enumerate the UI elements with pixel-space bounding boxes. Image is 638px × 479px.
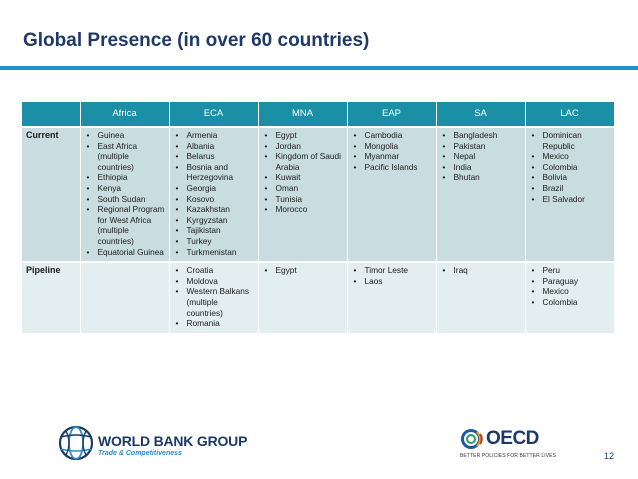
cell-lac: Dominican RepublicMexicoColombiaBoliviaB…	[525, 125, 615, 263]
col-header-lac: LAC	[525, 102, 615, 127]
title-divider	[0, 66, 638, 70]
country-list: CambodiaMongoliaMyanmarPacific Islands	[352, 130, 432, 172]
country-item: Ethiopia	[85, 172, 165, 183]
country-item: South Sudan	[85, 194, 165, 205]
country-item: Egypt	[263, 265, 343, 276]
oecd-logo: OECD BETTER POLICIES FOR BETTER LIVES	[460, 428, 570, 468]
country-list: Timor LesteLaos	[352, 265, 432, 286]
country-item: Equatorial Guinea	[85, 247, 165, 258]
country-item: Egypt	[263, 130, 343, 141]
country-list: ArmeniaAlbaniaBelarusBosnia and Herzegov…	[174, 130, 254, 257]
cell-africa	[80, 261, 170, 333]
col-header-eca: ECA	[169, 102, 259, 127]
country-item: Colombia	[530, 162, 610, 173]
country-item: Moldova	[174, 276, 254, 287]
country-item: Kyrgyzstan	[174, 215, 254, 226]
wbg-name: WORLD BANK GROUP	[98, 433, 248, 449]
cell-eca: ArmeniaAlbaniaBelarusBosnia and Herzegov…	[169, 125, 259, 263]
country-item: Jordan	[263, 141, 343, 152]
country-item: Albania	[174, 141, 254, 152]
country-item: Kosovo	[174, 194, 254, 205]
country-item: Bangladesh	[441, 130, 521, 141]
country-item: El Salvador	[530, 194, 610, 205]
globe-icon	[58, 425, 94, 461]
country-item: Dominican Republic	[530, 130, 610, 151]
cell-lac: PeruParaguayMexicoColombia	[525, 261, 615, 333]
row-header: Current	[22, 125, 81, 263]
table-row-current: CurrentGuineaEast Africa (multiple count…	[22, 125, 615, 263]
country-list: Dominican RepublicMexicoColombiaBoliviaB…	[530, 130, 610, 204]
country-item: Iraq	[441, 265, 521, 276]
cell-sa: Iraq	[436, 261, 526, 333]
wbg-subtitle: Trade & Competitiveness	[98, 450, 182, 457]
country-item: Western Balkans (multiple countries)	[174, 286, 254, 318]
country-item: Colombia	[530, 297, 610, 308]
country-list: CroatiaMoldovaWestern Balkans (multiple …	[174, 265, 254, 329]
country-list: Iraq	[441, 265, 521, 276]
country-item: Kazakhstan	[174, 204, 254, 215]
country-item: Romania	[174, 318, 254, 329]
country-item: Belarus	[174, 151, 254, 162]
country-item: Pakistan	[441, 141, 521, 152]
col-header-mna: MNA	[258, 102, 348, 127]
country-item: Turkey	[174, 236, 254, 247]
country-item: Timor Leste	[352, 265, 432, 276]
country-item: Guinea	[85, 130, 165, 141]
country-item: Regional Program for West Africa (multip…	[85, 204, 165, 246]
oecd-name: OECD	[486, 428, 539, 449]
country-list: Egypt	[263, 265, 343, 276]
page-number: 12	[604, 451, 615, 461]
country-item: Kenya	[85, 183, 165, 194]
country-list: BangladeshPakistanNepalIndiaBhutan	[441, 130, 521, 183]
row-header: Pipeline	[22, 261, 81, 333]
country-item: Croatia	[174, 265, 254, 276]
cell-africa: GuineaEast Africa (multiple countries)Et…	[80, 125, 170, 263]
country-item: Cambodia	[352, 130, 432, 141]
cell-mna: EgyptJordanKingdom of Saudi ArabiaKuwait…	[258, 125, 348, 263]
country-item: Georgia	[174, 183, 254, 194]
country-item: Mexico	[530, 151, 610, 162]
country-item: Pacific Islands	[352, 162, 432, 173]
world-bank-group-logo: WORLD BANK GROUP Trade & Competitiveness	[58, 425, 258, 465]
country-item: Peru	[530, 265, 610, 276]
country-item: Morocco	[263, 204, 343, 215]
country-list: PeruParaguayMexicoColombia	[530, 265, 610, 307]
country-item: Turkmenistan	[174, 247, 254, 258]
slide-title: Global Presence (in over 60 countries)	[23, 30, 370, 51]
country-item: East Africa (multiple countries)	[85, 141, 165, 173]
cell-eap: Timor LesteLaos	[347, 261, 437, 333]
country-item: Oman	[263, 183, 343, 194]
table-row-pipeline: Pipeline CroatiaMoldovaWestern Balkans (m…	[22, 261, 615, 333]
country-item: Bosnia and Herzegovina	[174, 162, 254, 183]
oecd-circles-icon	[461, 429, 483, 449]
country-item: Tajikistan	[174, 225, 254, 236]
cell-sa: BangladeshPakistanNepalIndiaBhutan	[436, 125, 526, 263]
country-item: Tunisia	[263, 194, 343, 205]
oecd-tagline: BETTER POLICIES FOR BETTER LIVES	[460, 453, 556, 459]
header-row: Africa ECA MNA EAP SA LAC	[22, 102, 615, 127]
country-item: India	[441, 162, 521, 173]
country-item: Kuwait	[263, 172, 343, 183]
col-header-eap: EAP	[347, 102, 437, 127]
country-item: Paraguay	[530, 276, 610, 287]
country-item: Bolivia	[530, 172, 610, 183]
cell-mna: Egypt	[258, 261, 348, 333]
country-item: Bhutan	[441, 172, 521, 183]
country-item: Mexico	[530, 286, 610, 297]
country-item: Laos	[352, 276, 432, 287]
country-list: EgyptJordanKingdom of Saudi ArabiaKuwait…	[263, 130, 343, 215]
header-corner	[22, 102, 81, 127]
country-item: Nepal	[441, 151, 521, 162]
presence-table: Africa ECA MNA EAP SA LAC CurrentGuineaE…	[22, 102, 615, 333]
col-header-africa: Africa	[80, 102, 170, 127]
country-list: GuineaEast Africa (multiple countries)Et…	[85, 130, 165, 257]
country-item: Kingdom of Saudi Arabia	[263, 151, 343, 172]
col-header-sa: SA	[436, 102, 526, 127]
country-item: Mongolia	[352, 141, 432, 152]
cell-eap: CambodiaMongoliaMyanmarPacific Islands	[347, 125, 437, 263]
country-item: Myanmar	[352, 151, 432, 162]
country-item: Armenia	[174, 130, 254, 141]
country-item: Brazil	[530, 183, 610, 194]
cell-eca: CroatiaMoldovaWestern Balkans (multiple …	[169, 261, 259, 333]
